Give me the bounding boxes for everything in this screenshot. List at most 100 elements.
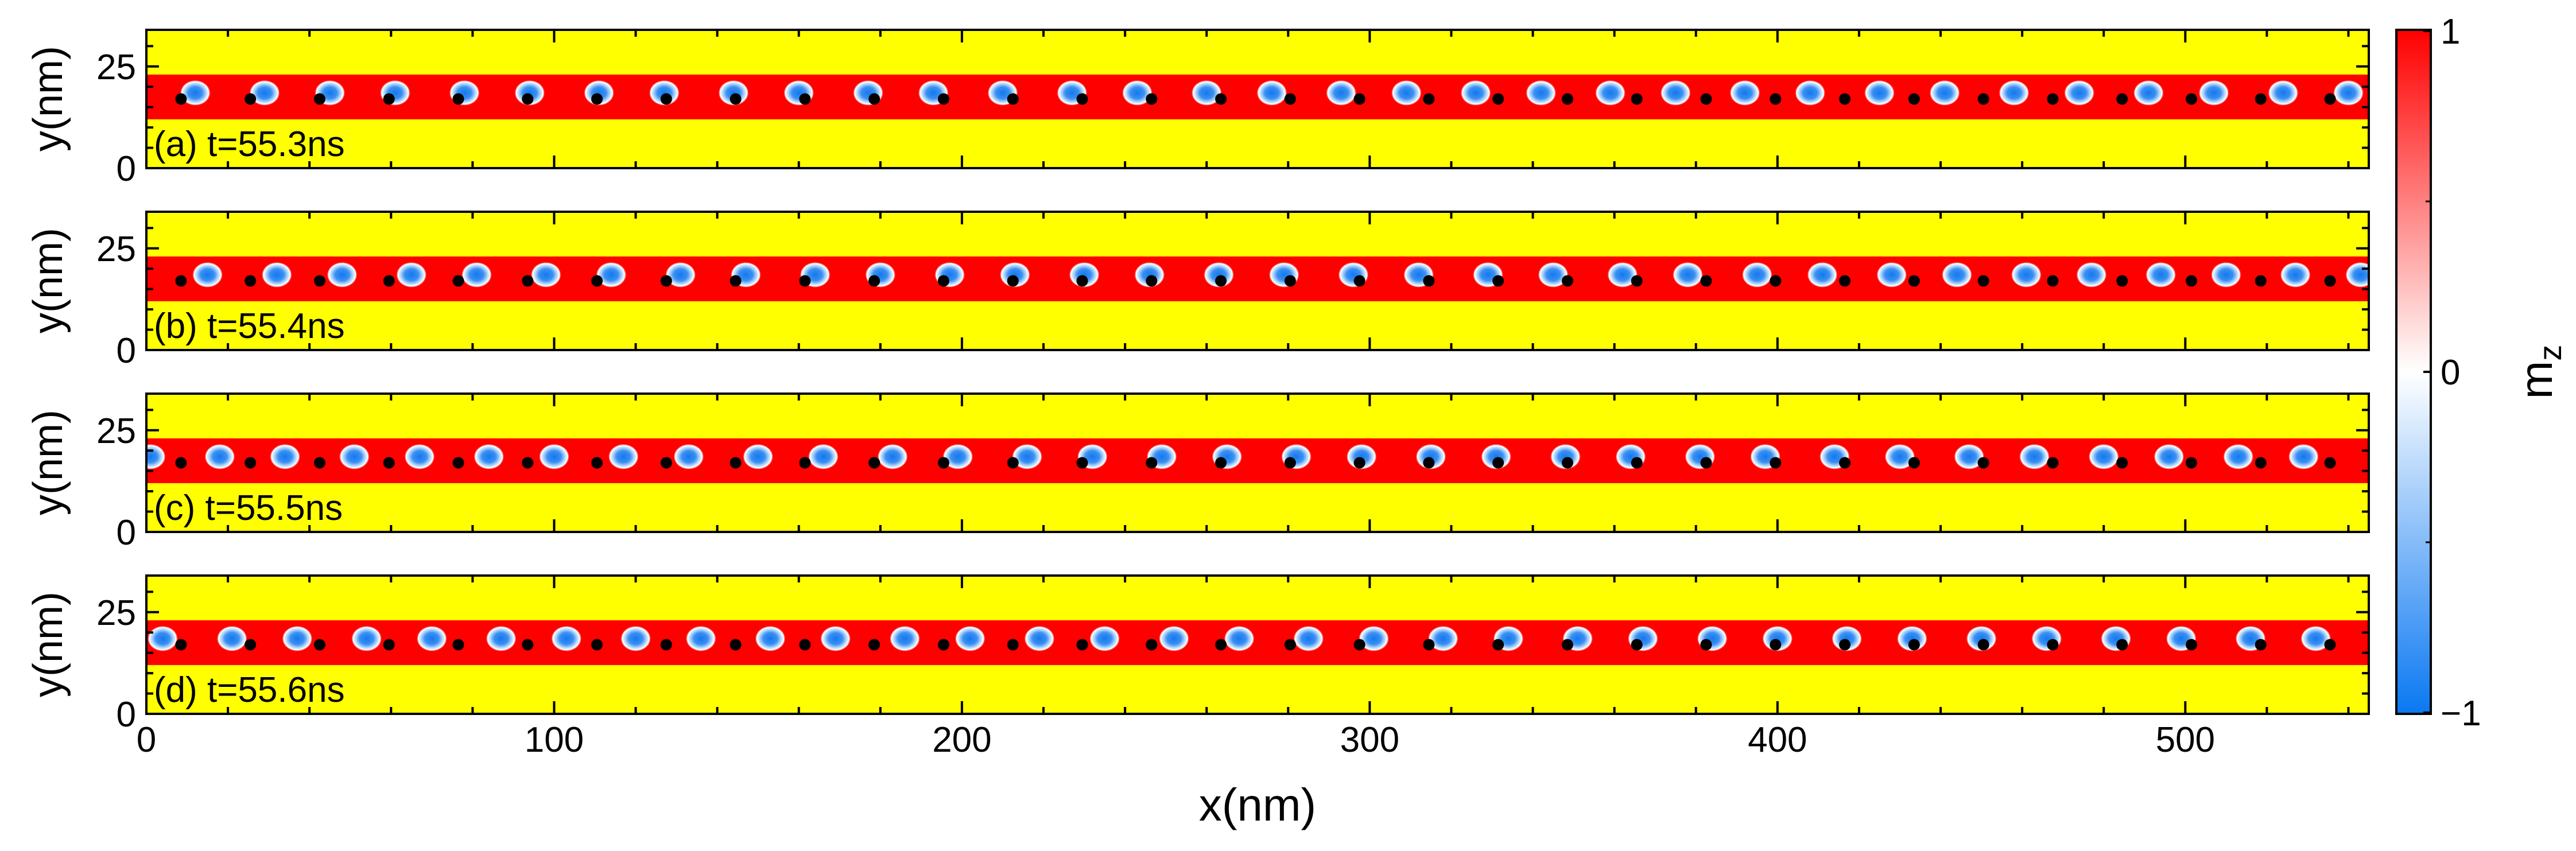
panel-d-frame: [145, 574, 2370, 715]
pinning-dot: [2324, 639, 2336, 651]
skyrmion: [2133, 80, 2164, 106]
pinning-dot: [660, 275, 672, 287]
pinning-dot: [1076, 275, 1088, 287]
pinning-dot: [1839, 275, 1851, 287]
skyrmion: [808, 444, 839, 470]
skyrmion: [1660, 80, 1692, 106]
skyrmion: [1089, 625, 1120, 652]
x-tick-label: 300: [1340, 720, 1399, 760]
skyrmion: [1998, 80, 2030, 106]
y-tick-label: 0: [117, 149, 136, 189]
pinning-dot: [1770, 457, 1782, 469]
skyrmion: [955, 625, 986, 652]
pinning-dot: [1146, 93, 1158, 105]
panel-b: 0 25 (b) t=55.4ns y(nm): [25, 211, 2370, 371]
skyrmion: [395, 262, 427, 288]
pinning-dot: [2116, 275, 2128, 287]
pinning-dot: [2047, 457, 2059, 469]
pinning-dot: [2185, 639, 2197, 651]
pinning-dot: [175, 93, 187, 105]
skyrmion: [1538, 262, 1569, 288]
pinning-dot: [1561, 275, 1573, 287]
skyrmion: [146, 444, 166, 470]
pinning-dot: [522, 639, 534, 651]
skyrmion: [2075, 262, 2107, 288]
skyrmion: [2267, 80, 2299, 106]
pinning-dot: [1146, 457, 1158, 469]
colorbar-title: mz: [2511, 345, 2568, 399]
pinning-dot: [2255, 457, 2267, 469]
skyrmion: [1122, 80, 1153, 106]
pinning-dot: [1284, 639, 1296, 651]
x-axis-title: x(nm): [1199, 779, 1316, 830]
panel-c: 0 25 (c) t=55.5ns y(nm): [25, 393, 2370, 553]
skyrmion: [1953, 444, 1985, 470]
pinning-dot: [1353, 275, 1365, 287]
pinning-dot: [799, 93, 811, 105]
skyrmion: [2198, 80, 2230, 106]
skyrmion: [1794, 80, 1826, 106]
x-tick-label: 100: [525, 720, 584, 760]
pinning-dot: [2324, 275, 2336, 287]
pinning-dot: [452, 93, 464, 105]
skyrmion: [1358, 625, 1390, 652]
skyrmion: [327, 262, 358, 288]
pinning-dot: [2255, 275, 2267, 287]
pinning-dot: [1215, 275, 1227, 287]
pinning-dot: [1284, 275, 1296, 287]
colorbar: 1 0 −1 mz: [2395, 12, 2568, 733]
pinning-dot: [937, 93, 949, 105]
pinning-dot: [937, 457, 949, 469]
skyrmion: [1884, 444, 1915, 470]
skyrmion: [1224, 625, 1255, 652]
pinning-dot: [1977, 639, 1989, 651]
panel-c-ylabel: y(nm): [25, 410, 71, 515]
panel-c-ticks: 0 25: [96, 394, 2369, 553]
pinning-dot: [245, 93, 257, 105]
pinning-dot: [1908, 275, 1920, 287]
pinning-dot: [1492, 457, 1504, 469]
skyrmion: [2222, 444, 2254, 470]
pinning-dot: [799, 275, 811, 287]
skyrmion: [1325, 80, 1357, 106]
skyrmion: [461, 262, 492, 288]
pinning-dot: [2255, 639, 2267, 651]
skyrmion: [192, 262, 223, 288]
pinning-dot: [383, 457, 395, 469]
pinning-dot: [1007, 639, 1019, 651]
y-tick-label: 25: [96, 411, 136, 451]
colorbar-tick-label-top: 1: [2441, 12, 2460, 52]
skyrmion: [877, 444, 909, 470]
pinning-dot: [660, 457, 672, 469]
skyrmion: [351, 625, 382, 652]
pinning-dot: [452, 457, 464, 469]
pinning-dot: [2116, 639, 2128, 651]
pinning-dot: [313, 275, 325, 287]
skyrmion: [2345, 262, 2369, 288]
skyrmion: [404, 444, 436, 470]
pinning-dot: [1423, 457, 1435, 469]
y-tick-label: 25: [96, 593, 136, 633]
panel-b-ylabel: y(nm): [25, 228, 71, 333]
pinning-dot: [1908, 639, 1920, 651]
skyrmion: [1427, 625, 1459, 652]
skyrmion: [269, 444, 301, 470]
skyrmion: [550, 625, 582, 652]
skyrmion: [1672, 262, 1704, 288]
pinning-dot: [868, 93, 880, 105]
skyrmion: [216, 625, 248, 652]
skyrmion: [530, 262, 562, 288]
pinning-dot: [522, 275, 534, 287]
pinning-dot: [1700, 275, 1712, 287]
pinning-dot: [1631, 93, 1643, 105]
pinning-dot: [1561, 639, 1573, 651]
pinning-dot: [2185, 457, 2197, 469]
pinning-dot: [1631, 639, 1643, 651]
panel-b-label: (b) t=55.4ns: [154, 306, 345, 346]
pinning-dot: [175, 639, 187, 651]
pinning-dot: [1076, 639, 1088, 651]
x-tick-label: 200: [932, 720, 991, 760]
skyrmion: [1806, 262, 1838, 288]
y-tick-label: 25: [96, 48, 136, 87]
pinning-dot: [1423, 93, 1435, 105]
